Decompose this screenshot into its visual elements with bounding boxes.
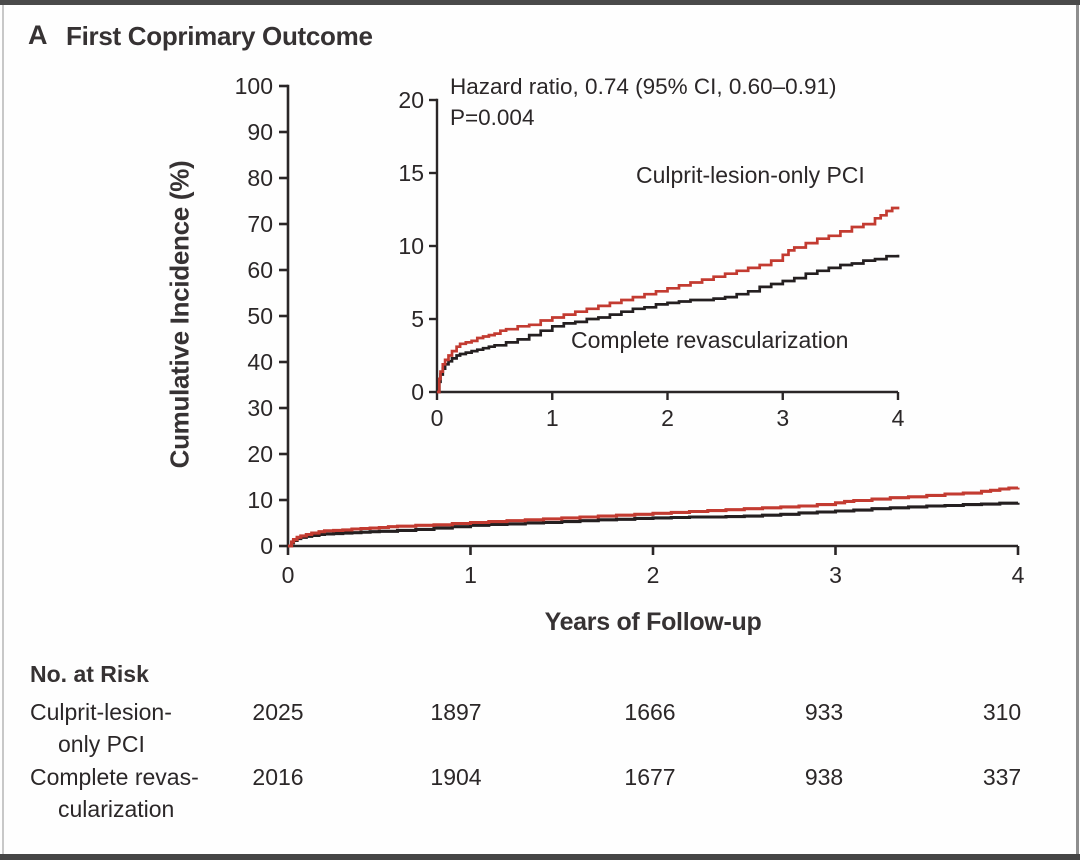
panel-title: First Coprimary Outcome bbox=[66, 21, 373, 51]
risk-value: 938 bbox=[804, 764, 844, 790]
panel-letter: A bbox=[28, 20, 48, 50]
main-plot-curve-culprit bbox=[288, 486, 1020, 548]
inset-plot-x-tick-label: 1 bbox=[546, 405, 559, 431]
risk-value: 2016 bbox=[252, 764, 304, 790]
main-plot-curve-complete bbox=[288, 501, 1020, 548]
risk-value: 337 bbox=[982, 764, 1022, 790]
inset-plot-y-tick-label: 5 bbox=[411, 306, 424, 332]
x-axis-title: Years of Follow-up bbox=[544, 608, 762, 636]
risk-value: 1897 bbox=[430, 699, 482, 725]
main-plot-y-tick-label: 20 bbox=[247, 441, 273, 467]
main-plot-y-tick-label: 60 bbox=[247, 257, 273, 283]
risk-value: 1666 bbox=[624, 699, 676, 725]
frame-left-rule bbox=[2, 5, 4, 854]
main-plot-y-tick-label: 80 bbox=[247, 165, 273, 191]
frame-top-rule bbox=[0, 0, 1080, 5]
risk-value: 1677 bbox=[624, 764, 676, 790]
main-plot-y-tick-label: 0 bbox=[260, 533, 273, 559]
main-plot-x-tick-label: 1 bbox=[464, 562, 477, 588]
inset-plot-x-tick-label: 2 bbox=[661, 405, 674, 431]
main-plot-y-tick-label: 100 bbox=[235, 73, 273, 99]
complete-curve-label: Complete revascularization bbox=[571, 327, 849, 353]
risk-value: 1904 bbox=[430, 764, 482, 790]
risk-value: 933 bbox=[804, 699, 844, 725]
hazard-ratio-annotation: Hazard ratio, 0.74 (95% CI, 0.60–0.91) bbox=[450, 74, 837, 99]
inset-plot-y-tick-label: 20 bbox=[398, 87, 424, 113]
inset-plot-curve-culprit bbox=[437, 206, 900, 394]
risk-row-culprit-label-line1: Culprit-lesion- bbox=[30, 699, 172, 725]
main-plot-x-tick-label: 4 bbox=[1012, 562, 1025, 588]
main-plot-y-tick-label: 30 bbox=[247, 395, 273, 421]
inset-plot-y-tick-label: 15 bbox=[398, 160, 424, 186]
risk-value: 310 bbox=[982, 699, 1022, 725]
main-plot-y-tick-label: 10 bbox=[247, 487, 273, 513]
main-plot-y-tick-label: 70 bbox=[247, 211, 273, 237]
risk-row-culprit-label-line2: only PCI bbox=[58, 731, 145, 757]
p-value-annotation: P=0.004 bbox=[450, 105, 535, 130]
main-plot-y-tick-label: 90 bbox=[247, 119, 273, 145]
risk-table-heading: No. at Risk bbox=[30, 661, 149, 687]
inset-plot-x-tick-label: 4 bbox=[892, 405, 905, 431]
inset-plot-x-tick-label: 3 bbox=[776, 405, 789, 431]
frame-bottom-rule bbox=[0, 854, 1080, 860]
main-plot-y-tick-label: 50 bbox=[247, 303, 273, 329]
culprit-curve-label: Culprit-lesion-only PCI bbox=[636, 162, 865, 188]
main-plot-x-tick-label: 0 bbox=[282, 562, 295, 588]
main-plot-x-tick-label: 2 bbox=[647, 562, 660, 588]
risk-value: 2025 bbox=[252, 699, 304, 725]
risk-row-complete-label-line2: cularization bbox=[58, 796, 175, 822]
frame-right-rule bbox=[1076, 5, 1079, 854]
risk-row-complete-label-line1: Complete revas- bbox=[30, 764, 199, 790]
inset-plot-y-tick-label: 10 bbox=[398, 233, 424, 259]
inset-plot-x-tick-label: 0 bbox=[431, 405, 444, 431]
main-plot-y-tick-label: 40 bbox=[247, 349, 273, 375]
main-plot-x-tick-label: 3 bbox=[829, 562, 842, 588]
inset-plot-curve-complete bbox=[437, 254, 900, 394]
inset-plot-y-tick-label: 0 bbox=[411, 379, 424, 405]
